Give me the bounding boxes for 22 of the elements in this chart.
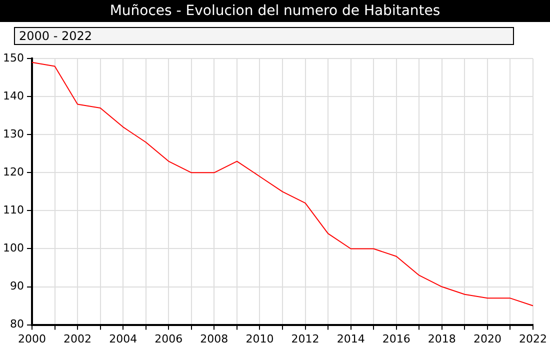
y-tick-label: 140 bbox=[2, 89, 24, 102]
x-tick-label: 2002 bbox=[64, 332, 92, 346]
chart-title: Muñoces - Evolucion del numero de Habitantes bbox=[0, 0, 550, 22]
x-tick-label: 2022 bbox=[519, 332, 548, 346]
x-tick-label: 2010 bbox=[246, 332, 274, 346]
x-tick-label: 2012 bbox=[291, 332, 320, 346]
x-tick-label: 2006 bbox=[154, 332, 183, 346]
chart-subtitle: 2000 - 2022 bbox=[14, 27, 514, 45]
x-tick-label: 2004 bbox=[109, 332, 138, 346]
y-tick-label: 130 bbox=[2, 128, 24, 141]
y-tick-label: 150 bbox=[2, 51, 24, 64]
x-tick-label: 2000 bbox=[18, 332, 46, 346]
x-tick-label: 2018 bbox=[428, 332, 456, 346]
x-tick-label: 2008 bbox=[200, 332, 228, 346]
y-tick-label: 100 bbox=[2, 242, 24, 255]
x-tick-label: 2020 bbox=[473, 332, 502, 346]
y-tick-label: 80 bbox=[10, 318, 24, 331]
y-tick-label: 90 bbox=[10, 280, 24, 293]
x-tick-label: 2014 bbox=[336, 332, 365, 346]
y-tick-label: 110 bbox=[2, 204, 24, 217]
y-tick-label: 120 bbox=[2, 166, 24, 179]
x-tick-label: 2016 bbox=[382, 332, 410, 346]
